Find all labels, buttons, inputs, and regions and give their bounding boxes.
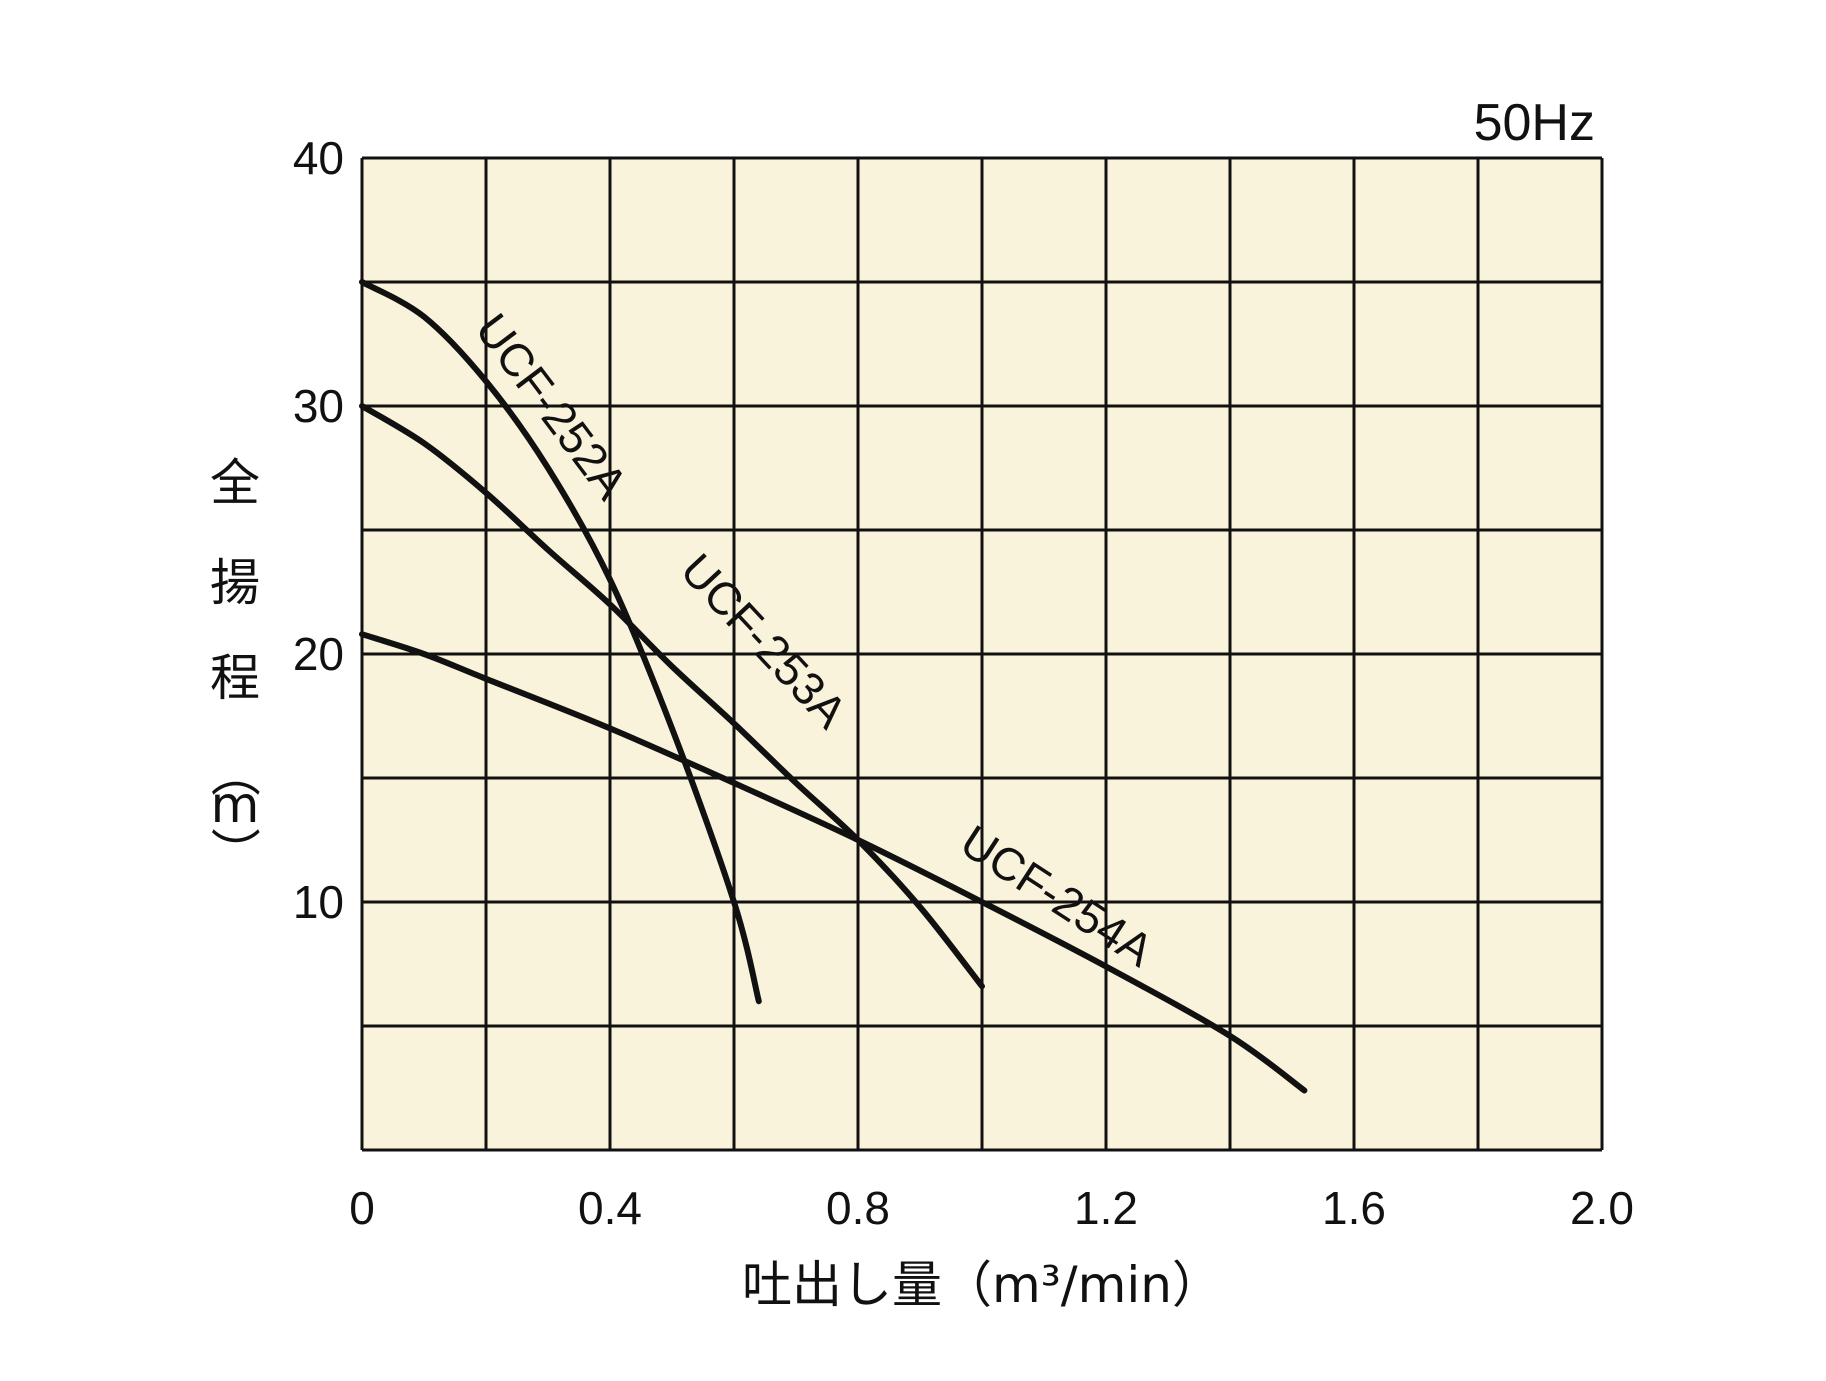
series-line-ucf-253a	[359, 403, 985, 990]
y-axis-label-char: （	[205, 747, 263, 797]
y-tick-labels: 10 20 30 40	[293, 132, 344, 928]
x-tick-label: 0.8	[826, 1182, 890, 1234]
y-axis-label: 全 揚 程 （ m ）	[205, 454, 263, 877]
y-tick-label: 40	[293, 132, 344, 184]
x-tick-labels: 0 0.4 0.8 1.2 1.6 2.0	[349, 1182, 1634, 1234]
x-tick-label: 2.0	[1570, 1182, 1634, 1234]
series-line-ucf-252a	[359, 279, 762, 1005]
y-tick-label: 10	[293, 876, 344, 928]
grid	[360, 156, 1604, 1152]
x-axis-label: 吐出し量（m³/min）	[742, 1256, 1222, 1314]
y-tick-label: 30	[293, 380, 344, 432]
y-axis-label-char: 程	[210, 649, 260, 707]
y-axis-label-char: 全	[210, 454, 260, 512]
frequency-label: 50Hz	[1474, 94, 1595, 152]
x-tick-label: 1.2	[1074, 1182, 1138, 1234]
y-axis-label-char: 揚	[210, 554, 260, 612]
y-tick-label: 20	[293, 628, 344, 680]
x-tick-label: 0	[349, 1182, 375, 1234]
x-tick-label: 0.4	[578, 1182, 642, 1234]
performance-curves	[359, 279, 1308, 1094]
y-axis-label-char: m	[211, 776, 260, 834]
series-line-ucf-254a	[359, 631, 1308, 1094]
y-axis-label-char: ）	[205, 827, 263, 877]
x-tick-label: 1.6	[1322, 1182, 1386, 1234]
